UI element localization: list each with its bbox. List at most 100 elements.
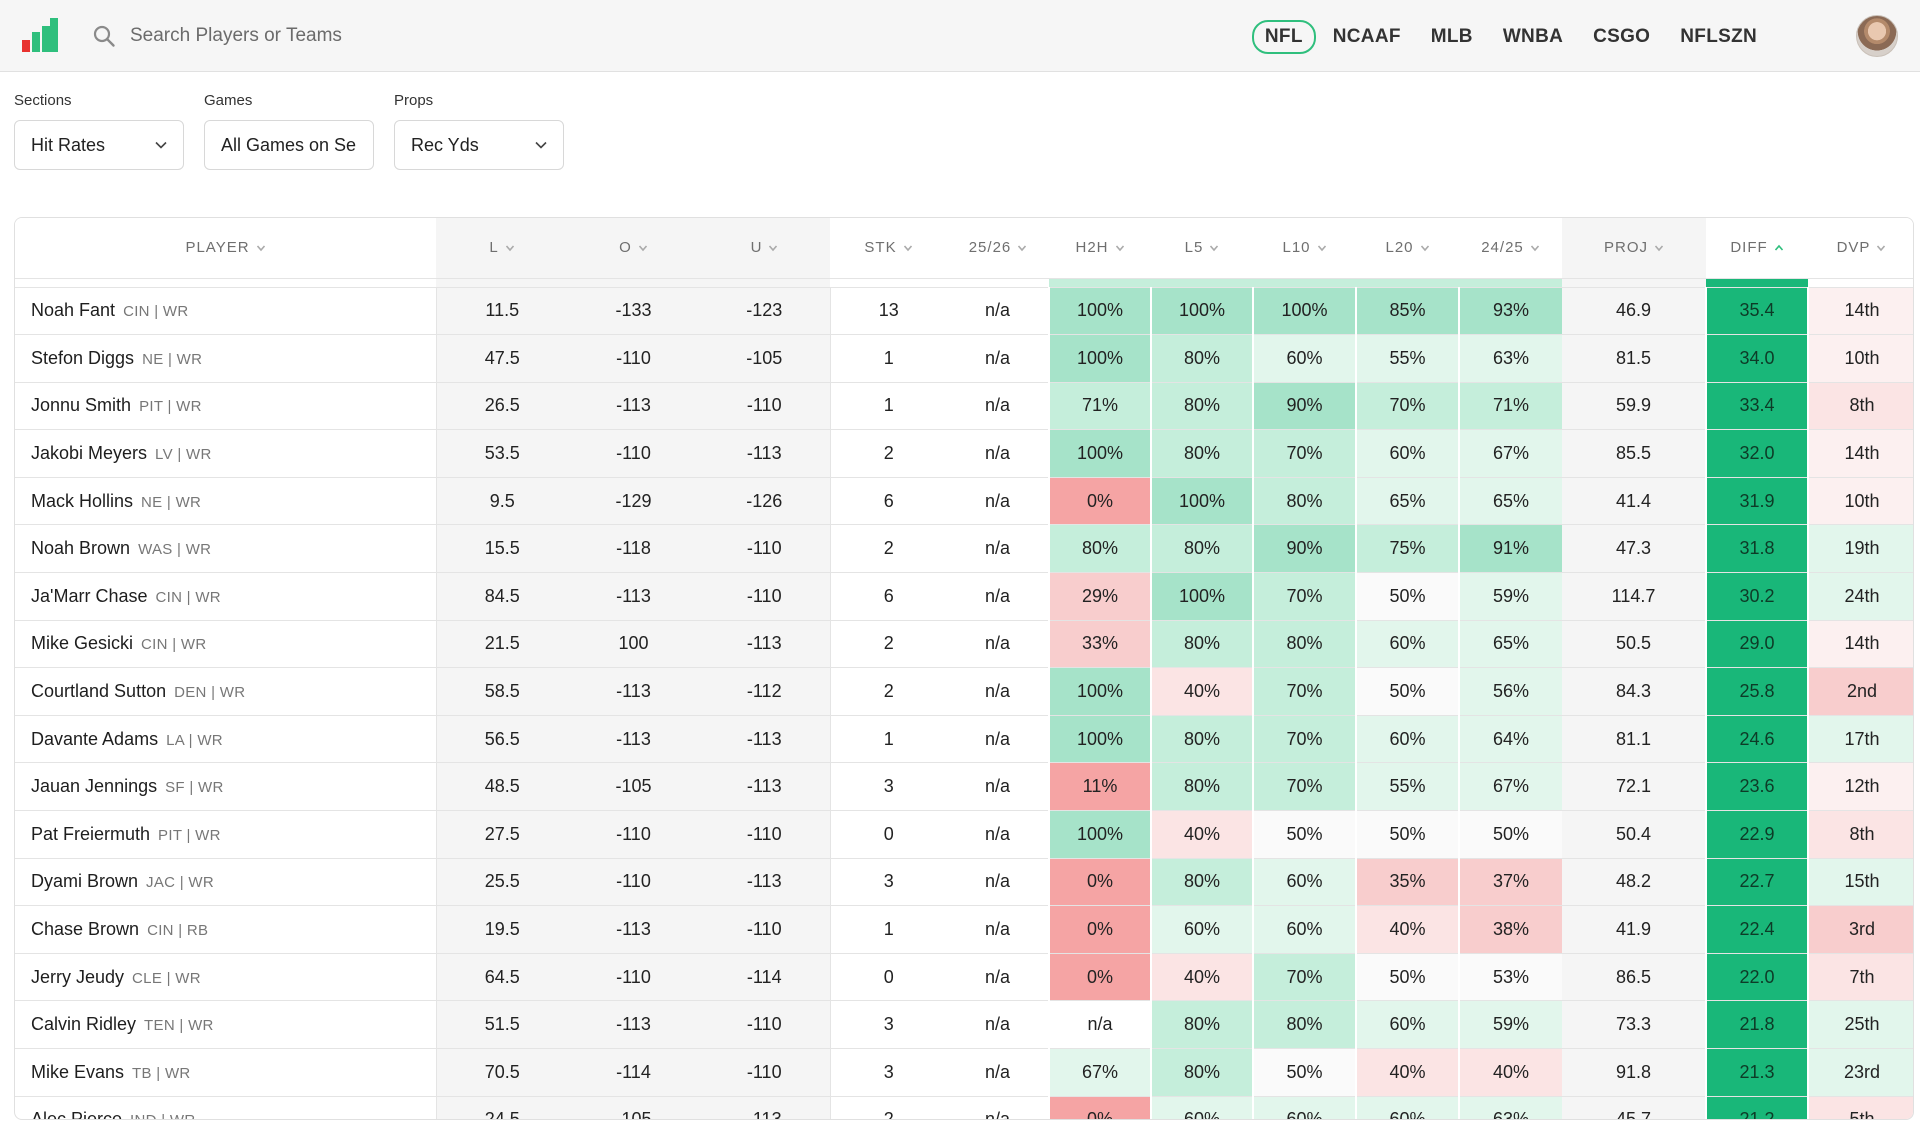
- cell-l: 9.5: [435, 477, 568, 526]
- cell-o: -113: [568, 572, 699, 621]
- table-row[interactable]: Noah Fant CIN | WR 11.5 -133 -123 13 n/a 100% 10…: [15, 287, 1913, 336]
- cell-l10: 60%: [1252, 858, 1356, 907]
- player-cell[interactable]: Stefon Diggs NE | WR: [15, 334, 436, 383]
- table-row[interactable]: Jakobi Meyers LV | WR 53.5 -110 -113 2 n/a 100%…: [15, 429, 1913, 478]
- cell-l10: 80%: [1252, 1000, 1356, 1049]
- player-cell[interactable]: Jauan Jennings SF | WR: [15, 762, 436, 812]
- search-input[interactable]: [130, 20, 650, 52]
- player-name: Pat Freiermuth: [31, 823, 151, 844]
- cell-s2526: n/a: [947, 524, 1049, 574]
- column-header-proj[interactable]: PROJ: [1562, 218, 1706, 279]
- games-value: All Games on Se: [221, 134, 357, 155]
- league-tab-nfl[interactable]: NFL: [1251, 20, 1316, 54]
- cell-l20: 50%: [1355, 810, 1459, 859]
- cell-diff: 23.6: [1705, 762, 1808, 812]
- chevron-down-icon: [769, 245, 778, 252]
- table-row[interactable]: Jonnu Smith PIT | WR 26.5 -113 -110 1 n/a 71% 80…: [15, 382, 1913, 431]
- league-tab-wnba[interactable]: WNBA: [1502, 26, 1564, 47]
- cell-dvp: 10th: [1807, 477, 1913, 526]
- table-row[interactable]: Mack Hollins NE | WR 9.5 -129 -126 6 n/a 0% 100%…: [15, 477, 1913, 526]
- chevron-up-icon: [1774, 245, 1783, 251]
- column-header-stk[interactable]: STK: [830, 218, 947, 279]
- chevron-down-icon: [1877, 245, 1886, 252]
- cell-l: 47.5: [435, 334, 568, 383]
- player-cell[interactable]: Mike Evans TB | WR: [15, 1048, 436, 1097]
- spacer-cell: [1151, 278, 1253, 288]
- player-team-position: CIN | WR: [141, 636, 207, 654]
- player-cell[interactable]: Pat Freiermuth PIT | WR: [15, 810, 436, 859]
- player-cell[interactable]: Noah Brown WAS | WR: [15, 524, 436, 574]
- league-tab-nflszn[interactable]: NFLSZN: [1680, 26, 1757, 47]
- player-cell[interactable]: Calvin Ridley TEN | WR: [15, 1000, 436, 1049]
- player-cell[interactable]: Jerry Jeudy CLE | WR: [15, 953, 436, 1002]
- cell-proj: 46.9: [1562, 287, 1706, 336]
- cell-l5: 60%: [1150, 905, 1253, 954]
- avatar[interactable]: [1856, 15, 1898, 57]
- league-tab-mlb[interactable]: MLB: [1430, 26, 1473, 47]
- player-cell[interactable]: Alec Pierce IND | WR: [15, 1096, 436, 1119]
- cell-l20: 55%: [1355, 334, 1459, 383]
- cell-l: 19.5: [435, 905, 568, 954]
- column-header-o[interactable]: O: [568, 218, 699, 279]
- cell-dvp: 10th: [1807, 334, 1913, 383]
- cell-dvp: 12th: [1807, 762, 1913, 812]
- player-team-position: JAC | WR: [146, 874, 214, 892]
- cell-l10: 70%: [1252, 667, 1356, 716]
- player-cell[interactable]: Ja'Marr Chase CIN | WR: [15, 572, 436, 621]
- player-cell[interactable]: Davante Adams LA | WR: [15, 715, 436, 764]
- column-header-25-26[interactable]: 25/26: [947, 218, 1049, 279]
- cell-o: -110: [568, 953, 699, 1002]
- cell-stk: 6: [829, 477, 947, 526]
- cell-h2h: 71%: [1048, 382, 1151, 431]
- column-header-l[interactable]: L: [436, 218, 568, 279]
- table-row[interactable]: Davante Adams LA | WR 56.5 -113 -113 1 n/a 100%…: [15, 715, 1913, 764]
- table-row[interactable]: Chase Brown CIN | RB 19.5 -113 -110 1 n/a 0% 60%…: [15, 905, 1913, 954]
- table-row[interactable]: Noah Brown WAS | WR 15.5 -118 -110 2 n/a 80% 80%…: [15, 524, 1913, 574]
- props-dropdown[interactable]: Rec Yds: [394, 120, 564, 170]
- table-row[interactable]: Alec PierceIND | WR24.5-105-1132n/a0%60%…: [15, 1096, 1913, 1119]
- table-row[interactable]: Stefon Diggs NE | WR 47.5 -110 -105 1 n/a 100% 8…: [15, 334, 1913, 383]
- cell-diff: 31.9: [1705, 477, 1808, 526]
- player-cell[interactable]: Courtland Sutton DEN | WR: [15, 667, 436, 716]
- table-row[interactable]: Calvin Ridley TEN | WR 51.5 -113 -110 3 n/a n/a…: [15, 1000, 1913, 1049]
- table-row[interactable]: Ja'Marr Chase CIN | WR 84.5 -113 -110 6 n/a 29%…: [15, 572, 1913, 621]
- player-cell[interactable]: Jakobi Meyers LV | WR: [15, 429, 436, 478]
- column-header-l5[interactable]: L5: [1151, 218, 1253, 279]
- cell-s2526: n/a: [947, 762, 1049, 812]
- cell-s2526: n/a: [947, 858, 1049, 907]
- column-header-player[interactable]: PLAYER: [15, 218, 436, 279]
- column-header-24-25[interactable]: 24/25: [1459, 218, 1562, 279]
- cell-s2425: 53%: [1458, 953, 1562, 1002]
- cell-stk: 1: [829, 715, 947, 764]
- games-dropdown[interactable]: All Games on Se: [204, 120, 374, 170]
- league-tab-ncaaf[interactable]: NCAAF: [1332, 26, 1401, 47]
- league-tab-csgo[interactable]: CSGO: [1593, 26, 1651, 47]
- column-header-u[interactable]: U: [699, 218, 830, 279]
- column-header-dvp[interactable]: DVP: [1808, 218, 1913, 279]
- table-row[interactable]: Jauan Jennings SF | WR 48.5 -105 -113 3 n/a 11%…: [15, 762, 1913, 812]
- player-cell[interactable]: Noah Fant CIN | WR: [15, 287, 436, 336]
- cell-l: 11.5: [435, 287, 568, 336]
- player-cell[interactable]: Mack Hollins NE | WR: [15, 477, 436, 526]
- column-header-l10[interactable]: L10: [1253, 218, 1356, 279]
- table-row[interactable]: Courtland Sutton DEN | WR 58.5 -113 -112 2 n/a…: [15, 667, 1913, 716]
- player-cell[interactable]: Dyami Brown JAC | WR: [15, 858, 436, 907]
- player-cell[interactable]: Mike Gesicki CIN | WR: [15, 620, 436, 669]
- player-cell[interactable]: Chase Brown CIN | RB: [15, 905, 436, 954]
- player-cell[interactable]: Jonnu Smith PIT | WR: [15, 382, 436, 431]
- column-header-l20[interactable]: L20: [1356, 218, 1459, 279]
- table-row[interactable]: Mike Gesicki CIN | WR 21.5 100 -113 2 n/a 33% 80…: [15, 620, 1913, 669]
- table-row[interactable]: Mike Evans TB | WR 70.5 -114 -110 3 n/a 67% 80% 5…: [15, 1048, 1913, 1097]
- cell-dvp: 17th: [1807, 715, 1913, 764]
- app-logo-icon[interactable]: [22, 18, 58, 52]
- cell-u: -113: [699, 762, 830, 812]
- cell-l5: 80%: [1150, 524, 1253, 574]
- cell-diff: 21.2: [1705, 1096, 1808, 1119]
- column-header-h2h[interactable]: H2H: [1049, 218, 1151, 279]
- column-header-diff[interactable]: DIFF: [1706, 218, 1808, 279]
- table-row[interactable]: Jerry Jeudy CLE | WR 64.5 -110 -114 0 n/a 0% 40%…: [15, 953, 1913, 1002]
- table-row[interactable]: Dyami Brown JAC | WR 25.5 -110 -113 3 n/a 0% 80%…: [15, 858, 1913, 907]
- sections-dropdown[interactable]: Hit Rates: [14, 120, 184, 170]
- cell-l: 15.5: [435, 524, 568, 574]
